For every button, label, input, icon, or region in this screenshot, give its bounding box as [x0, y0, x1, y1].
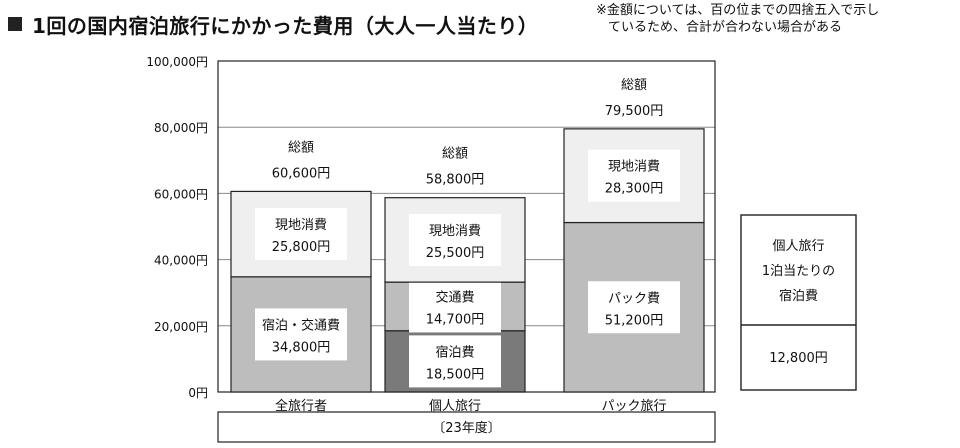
segment-label-box: [409, 335, 501, 388]
side-box-line-2: 1泊当たりの: [762, 264, 835, 279]
side-box-line-3: 宿泊費: [779, 288, 818, 304]
segment-label-box: [409, 213, 501, 266]
chart-title: 1回の国内宿泊旅行にかかった費用（大人一人当たり）: [32, 13, 539, 38]
year-box: [217, 411, 716, 443]
segment-label-box: [255, 308, 347, 361]
segment-label-box: [409, 280, 501, 333]
side-box-line-1: 個人旅行: [772, 239, 824, 254]
segment-name-label: 宿泊・交通費: [262, 317, 340, 333]
total-value-label: 60,600円: [272, 166, 331, 181]
x-category-label: 全旅行者: [275, 398, 327, 414]
segment-label-box: [255, 208, 347, 261]
chart-title-wrap: 1回の国内宿泊旅行にかかった費用（大人一人当たり）: [8, 4, 538, 44]
segment-value-label: 28,300円: [605, 182, 664, 197]
segment-value-label: 25,800円: [272, 240, 331, 255]
segment-value-label: 14,700円: [426, 312, 485, 327]
total-name-label: 総額: [288, 140, 314, 155]
year-label: 〔23年度〕: [432, 420, 501, 436]
total-name-label: 総額: [442, 146, 468, 161]
x-category-label: パック旅行: [601, 399, 666, 414]
x-category-label: 個人旅行: [429, 399, 481, 414]
y-tick-label: 20,000円: [154, 320, 208, 334]
chart-note: ※金額については、百の位までの四捨五入で示し ているため、合計が合わない場合があ…: [596, 2, 956, 36]
segment-name-label: 宿泊費: [435, 344, 474, 360]
total-value-label: 58,800円: [426, 172, 485, 187]
y-tick-label: 60,000円: [154, 187, 208, 201]
total-value-label: 79,500円: [605, 104, 664, 119]
segment-name-label: 現地消費: [275, 218, 327, 233]
y-tick-label: 40,000円: [154, 254, 208, 268]
segment-name-label: パック費: [608, 291, 660, 306]
side-box-value: 12,800円: [769, 351, 828, 366]
segment-value-label: 18,500円: [426, 367, 485, 382]
note-line-1: ※金額については、百の位までの四捨五入で示し: [596, 3, 880, 18]
side-box: [740, 214, 857, 391]
segment-name-label: 現地消費: [429, 224, 481, 239]
segment-value-label: 25,500円: [426, 246, 485, 261]
segment-label-box: [588, 149, 680, 202]
segment-name-label: 現地消費: [608, 160, 660, 175]
square-bullet-icon: [8, 17, 22, 31]
y-tick-label: 80,000円: [154, 121, 208, 135]
segment-label-box: [588, 281, 680, 334]
note-line-2: ているため、合計が合わない場合がある: [608, 20, 843, 35]
total-name-label: 総額: [621, 78, 647, 93]
segment-value-label: 34,800円: [272, 340, 331, 355]
segment-value-label: 51,200円: [605, 313, 664, 328]
y-tick-label: 100,000円: [146, 55, 208, 69]
segment-name-label: 交通費: [435, 289, 474, 305]
y-tick-label: 0円: [188, 386, 208, 400]
